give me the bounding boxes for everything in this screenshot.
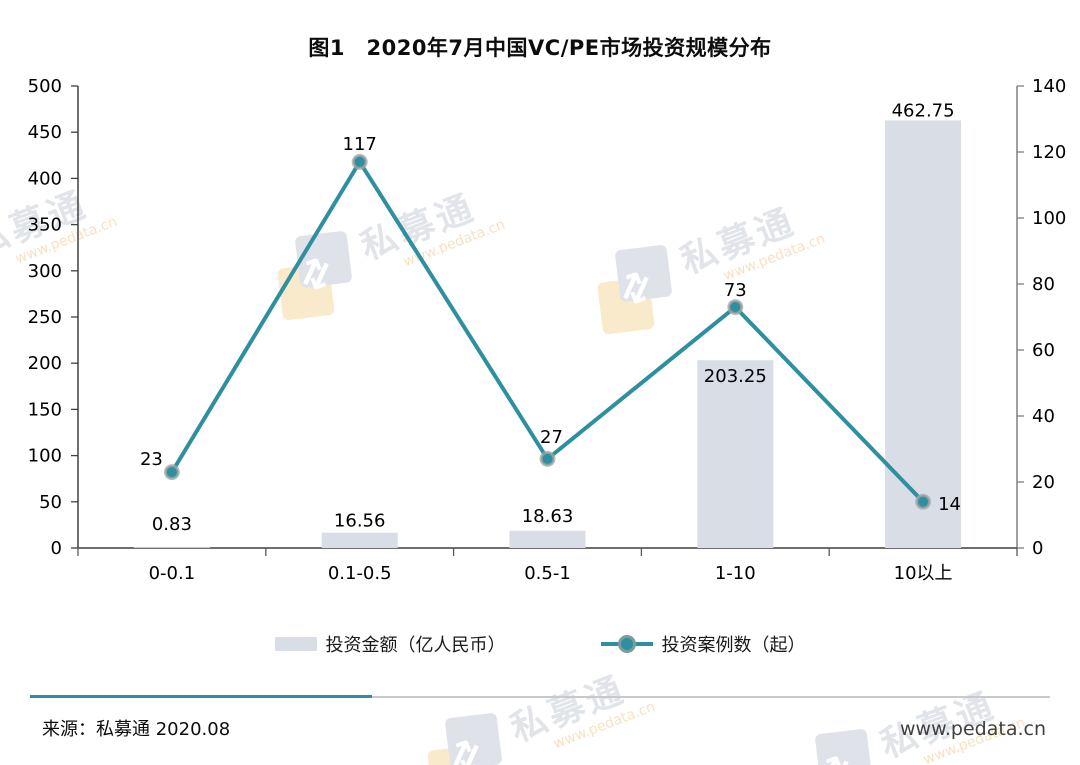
bar [133,547,210,549]
combo-chart: 0 50 100 150 200 250 300 350 400 450 500 0 20 40 60 80 1… [28,76,1067,584]
right-axis-tick-label: 140 [1032,76,1066,97]
bar-data-label: 18.63 [522,506,574,527]
data-point-marker [727,299,744,316]
divider-teal-segment [30,695,372,698]
right-axis-tick-label: 60 [1032,340,1055,361]
category-label: 1-10 [715,563,756,584]
left-axis-tick-label: 400 [28,168,62,189]
swap-arrows-icon: ⇄ [808,747,861,765]
bar [885,120,962,548]
source-note: 来源：私募通 2020.08 [42,719,231,740]
line-data-label: 23 [140,449,163,470]
bar [697,360,774,548]
left-axis-tick-label: 300 [28,261,62,282]
left-axis-tick-label: 150 [28,399,62,420]
data-point-marker [351,153,368,170]
case-count-line [169,159,926,504]
website-link: www.pedata.cn [900,718,1046,740]
bar-data-label: 203.25 [704,366,767,387]
line-data-label: 27 [540,427,563,448]
left-axis-tick-label: 200 [28,353,62,374]
logo-square-gray [814,728,873,765]
footer-divider [30,695,1050,698]
bar-data-label: 16.56 [334,511,386,532]
category-label: 10以上 [894,563,953,584]
bar-data-label: 0.83 [152,514,192,535]
data-point-marker [915,493,932,510]
right-axis-tick-label: 80 [1032,274,1055,295]
line-data-label: 73 [724,280,747,301]
chart-legend: 投资金额（亿人民币） 投资案例数（起） [0,631,1080,657]
left-axis-tick-label: 500 [28,76,62,97]
watermark-url: www.pedata.cn [551,698,658,753]
watermark-text: 私募通 www.pedata.cn [505,663,658,764]
line-data-label: 117 [343,134,377,155]
divider-gray-segment [372,696,1050,698]
legend-item-case-count: 投资案例数（起） [600,631,806,657]
marker-dot-icon [617,635,636,653]
bar [509,530,586,548]
right-axis-tick-label: 20 [1032,472,1055,493]
logo-square-tan [426,744,485,765]
legend-item-investment-amount: 投资金额（亿人民币） [274,631,506,657]
bar [321,532,398,548]
logo-square-gray [444,712,503,765]
pedata-logo-watermark: ⇄ [410,703,521,765]
data-point-marker [539,450,556,467]
legend-label: 投资金额（亿人民币） [325,635,506,656]
right-axis-tick-label: 0 [1032,538,1043,559]
left-axis-tick-label: 450 [28,122,62,143]
category-label: 0.5-1 [524,563,571,584]
legend-label: 投资案例数（起） [661,635,806,656]
pedata-logo-watermark: ⇄ [780,719,891,765]
right-axis-tick-label: 40 [1032,406,1055,427]
left-axis-tick-label: 100 [28,446,62,467]
swap-arrows-icon: ⇄ [438,731,492,765]
category-label: 0.1-0.5 [328,563,392,584]
logo-square-tan [796,760,855,765]
line-marker-swatch-icon [600,635,653,653]
left-axis-tick-label: 350 [28,215,62,236]
watermark: ⇄ 私募通 www.pedata.cn [418,669,657,765]
chart-title: 图1 2020年7月中国VC/PE市场投资规模分布 [308,36,772,60]
left-axis-tick-label: 0 [51,538,62,559]
bar-swatch-icon [274,637,317,651]
right-axis-tick-label: 100 [1032,208,1066,229]
line-data-label: 14 [938,494,961,515]
left-axis-tick-label: 250 [28,307,62,328]
watermark-brand: 私募通 [505,669,632,751]
bar-data-label: 462.75 [892,100,955,121]
right-axis-tick-label: 120 [1032,142,1066,163]
category-label: 0-0.1 [149,563,196,584]
left-axis-tick-label: 50 [39,492,62,513]
data-point-marker [163,464,180,481]
